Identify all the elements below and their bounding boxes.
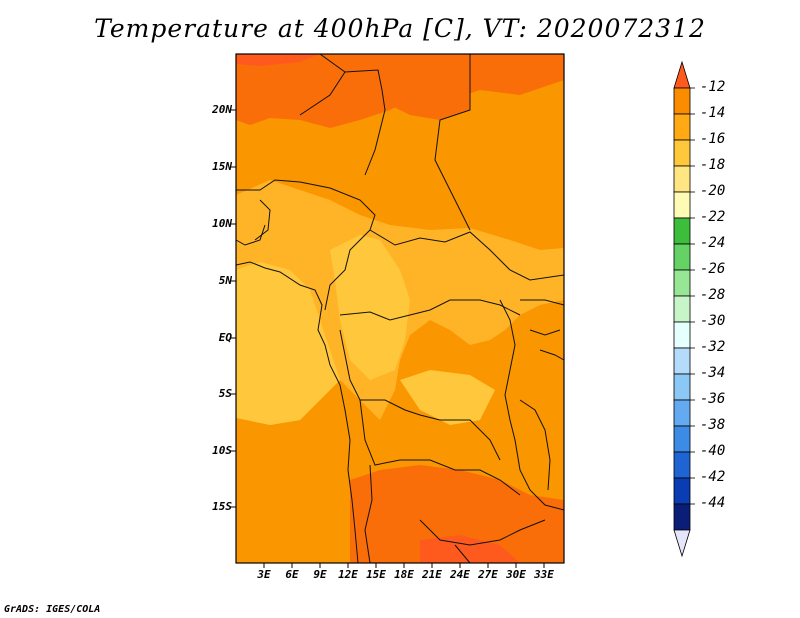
colorbar-swatch <box>673 269 691 297</box>
lon-label: 18E <box>394 568 414 581</box>
lon-label: 27E <box>478 568 498 581</box>
colorbar-label: -42 <box>700 469 726 485</box>
colorbar-label: -22 <box>700 209 726 225</box>
lon-label: 6E <box>285 568 299 581</box>
colorbar-arrow-bottom <box>673 529 691 558</box>
lon-label: 3E <box>257 568 271 581</box>
colorbar-label: -36 <box>700 391 726 407</box>
lon-label: 15E <box>366 568 386 581</box>
hotspot-red-2 <box>236 54 320 66</box>
lat-ticks <box>231 109 236 508</box>
colorbar-label: -26 <box>700 261 726 277</box>
lon-label: 12E <box>338 568 358 581</box>
lat-label: 15S <box>212 500 232 513</box>
colorbar-label: -40 <box>700 443 726 459</box>
colorbar-label: -28 <box>700 287 726 303</box>
colorbar-swatch <box>673 373 691 401</box>
hotspot-red <box>420 535 520 563</box>
lat-label: 5S <box>218 387 232 400</box>
colorbar-swatch <box>673 347 691 375</box>
colorbar-swatch <box>673 321 691 349</box>
warm-band-pale-2 <box>330 235 410 380</box>
chart-title: Temperature at 400hPa [C], VT: 202007231… <box>94 14 706 43</box>
colorbar-swatch <box>673 503 691 531</box>
lat-label: 15N <box>212 160 232 173</box>
colorbar-label: -34 <box>700 365 726 381</box>
lat-label: 20N <box>212 103 232 116</box>
lat-label: 5N <box>218 274 232 287</box>
colorbar-label: -18 <box>700 157 726 173</box>
colorbar-swatch <box>673 451 691 479</box>
lon-label: 24E <box>450 568 470 581</box>
lon-label: 30E <box>506 568 526 581</box>
colorbar-swatch <box>673 87 691 115</box>
lat-label: 10S <box>212 444 232 457</box>
map-frame <box>235 53 565 564</box>
colorbar-label: -30 <box>700 313 726 329</box>
colorbar-swatch <box>673 139 691 167</box>
dark-region-southeast <box>350 465 564 563</box>
colorbar-label: -16 <box>700 131 726 147</box>
colorbar-swatch <box>673 243 691 271</box>
colorbar-label: -14 <box>700 105 726 121</box>
warm-band-pale <box>236 262 340 425</box>
colorbar-swatch <box>673 477 691 505</box>
colorbar-swatch <box>673 113 691 141</box>
colorbar <box>673 60 695 558</box>
colorbar-label: -24 <box>700 235 726 251</box>
colorbar-swatch <box>673 217 691 245</box>
lat-label: EQ <box>218 331 232 344</box>
lon-ticks <box>263 563 545 568</box>
country-borders <box>235 53 565 564</box>
warm-band-pale-3 <box>400 370 495 425</box>
credit-text: GrADS: IGES/COLA <box>4 604 101 615</box>
colorbar-label: -38 <box>700 417 726 433</box>
colorbar-label: -12 <box>700 79 726 95</box>
lon-label: 9E <box>313 568 327 581</box>
lon-label: 33E <box>534 568 554 581</box>
colorbar-swatch <box>673 399 691 427</box>
colorbar-label: -44 <box>700 495 726 511</box>
colorbar-label: -32 <box>700 339 726 355</box>
lon-label: 21E <box>422 568 442 581</box>
colorbar-label: -20 <box>700 183 726 199</box>
colorbar-swatch <box>673 295 691 323</box>
dark-region-northeast <box>378 54 470 120</box>
lat-label: 10N <box>212 217 232 230</box>
colorbar-arrow-top <box>673 60 691 89</box>
colorbar-swatch <box>673 191 691 219</box>
colorbar-swatch <box>673 165 691 193</box>
colorbar-swatch <box>673 425 691 453</box>
